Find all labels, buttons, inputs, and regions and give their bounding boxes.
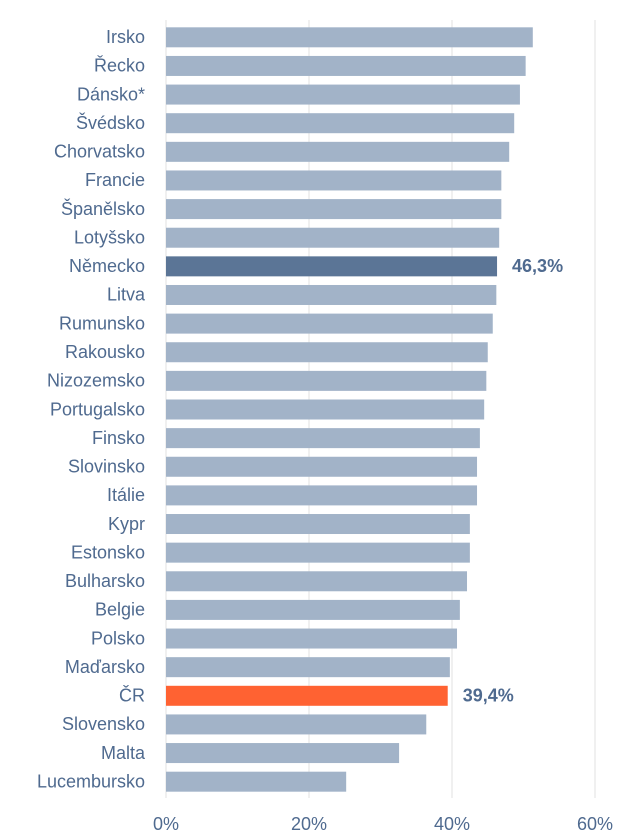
y-tick-label: Estonsko <box>71 542 145 562</box>
bar <box>166 370 487 391</box>
bar <box>166 170 502 191</box>
y-tick-label: Slovinsko <box>68 457 145 477</box>
bar <box>166 456 478 477</box>
y-tick-label: Španělsko <box>61 198 145 219</box>
y-tick-label: Portugalsko <box>50 399 145 419</box>
y-tick-label: Belgie <box>95 600 145 620</box>
bar <box>166 714 427 735</box>
y-tick-label: Maďarsko <box>65 657 145 677</box>
bar <box>166 599 460 620</box>
y-tick-label: Dánsko* <box>77 84 145 104</box>
bar <box>166 227 500 248</box>
y-tick-label: Itálie <box>107 485 145 505</box>
y-tick-label: Slovensko <box>62 714 145 734</box>
bar <box>166 199 502 220</box>
y-tick-label: Rumunsko <box>59 313 145 333</box>
bar <box>166 485 478 506</box>
y-tick-label: Lotyšsko <box>74 227 145 247</box>
bar <box>166 113 515 134</box>
bar <box>166 313 493 334</box>
y-tick-label: Francie <box>85 170 145 190</box>
y-tick-label: ČR <box>119 685 145 706</box>
y-tick-label: Litva <box>107 285 146 305</box>
y-tick-label: Kypr <box>108 514 145 534</box>
bar <box>166 743 400 764</box>
y-tick-label: Finsko <box>92 428 145 448</box>
bar <box>166 428 480 449</box>
bar <box>166 657 450 678</box>
y-tick-label: Nizozemsko <box>47 371 145 391</box>
bar <box>166 342 488 363</box>
bar <box>166 514 470 535</box>
y-tick-label: Irsko <box>106 27 145 47</box>
bar <box>166 284 497 305</box>
bar <box>166 542 470 563</box>
bar <box>166 628 458 649</box>
y-tick-label: Lucembursko <box>37 771 145 791</box>
y-tick-label: Polsko <box>91 628 145 648</box>
y-tick-label: Německo <box>69 256 145 276</box>
bar <box>166 141 510 162</box>
value-label: 46,3% <box>512 256 563 276</box>
value-label: 39,4% <box>463 686 514 706</box>
y-tick-label: Rakousko <box>65 342 145 362</box>
y-tick-label: Bulharsko <box>65 571 145 591</box>
x-tick-label: 20% <box>291 814 327 834</box>
y-tick-label: Švédsko <box>76 112 145 133</box>
x-tick-label: 0% <box>153 814 179 834</box>
bar <box>166 399 485 420</box>
bar <box>166 27 533 48</box>
bar <box>166 685 448 706</box>
bar <box>166 256 498 277</box>
x-tick-label: 40% <box>434 814 470 834</box>
bar <box>166 84 520 105</box>
y-tick-label: Řecko <box>94 56 145 76</box>
bar <box>166 55 526 76</box>
x-tick-label: 60% <box>577 814 613 834</box>
bar <box>166 771 347 792</box>
y-tick-label: Malta <box>101 743 146 763</box>
bar <box>166 571 468 592</box>
y-tick-label: Chorvatsko <box>54 142 145 162</box>
